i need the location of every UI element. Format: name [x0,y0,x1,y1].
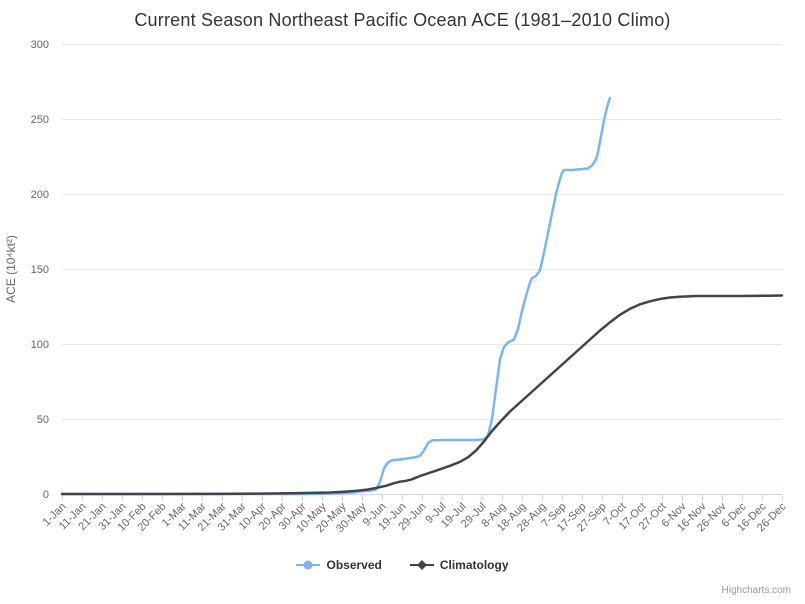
legend: Observed Climatology [0,558,805,572]
climatology-series-marker-icon [409,560,434,570]
y-axis-tick-label: 250 [31,114,49,126]
y-axis-tick-label: 100 [31,339,49,351]
y-axis-tick-label: 150 [31,264,49,276]
plot-generated-layer: 0501001502002503001-Jan11-Jan21-Jan31-Ja… [31,39,789,535]
series-line-observed[interactable] [60,96,612,496]
legend-item-climatology[interactable]: Climatology [409,558,509,572]
y-axis-tick-label: 50 [37,414,49,426]
observed-series-marker-icon [296,560,321,570]
legend-item-observed[interactable]: Observed [296,558,382,572]
y-axis-tick-label: 200 [31,189,49,201]
y-axis-tick-label: 0 [43,489,49,501]
series-line-climatology[interactable] [60,294,784,496]
credits-link[interactable]: Highcharts.com [721,585,791,596]
y-axis-tick-label: 300 [31,39,49,51]
y-axis-title: ACE (10⁴kt²) [4,235,18,303]
legend-label-climatology: Climatology [439,558,509,572]
chart-title: Current Season Northeast Pacific Ocean A… [134,10,671,30]
legend-label-observed: Observed [326,558,382,572]
